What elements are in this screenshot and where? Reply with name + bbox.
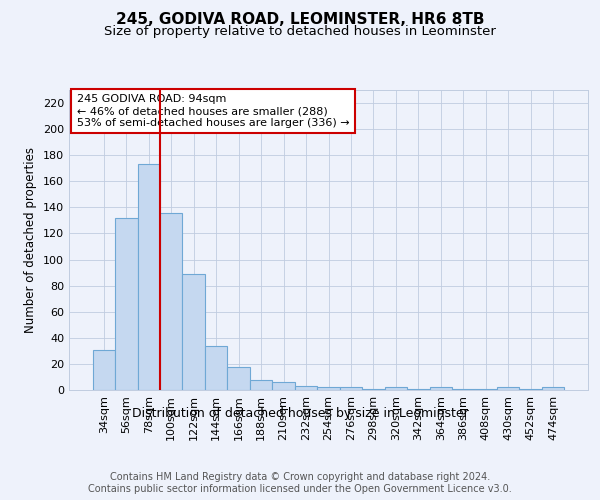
Bar xyxy=(520,388,542,390)
Y-axis label: Number of detached properties: Number of detached properties xyxy=(25,147,37,333)
Bar xyxy=(250,380,272,390)
Bar xyxy=(452,388,475,390)
Bar xyxy=(295,386,317,390)
Bar xyxy=(407,388,430,390)
Text: Distribution of detached houses by size in Leominster: Distribution of detached houses by size … xyxy=(131,408,469,420)
Bar xyxy=(430,388,452,390)
Bar xyxy=(182,274,205,390)
Bar xyxy=(160,212,182,390)
Bar xyxy=(205,346,227,390)
Bar xyxy=(475,388,497,390)
Bar xyxy=(362,388,385,390)
Bar xyxy=(272,382,295,390)
Bar xyxy=(340,388,362,390)
Bar xyxy=(542,388,565,390)
Bar xyxy=(497,388,520,390)
Text: Contains HM Land Registry data © Crown copyright and database right 2024.
Contai: Contains HM Land Registry data © Crown c… xyxy=(88,472,512,494)
Text: Size of property relative to detached houses in Leominster: Size of property relative to detached ho… xyxy=(104,25,496,38)
Bar xyxy=(115,218,137,390)
Text: 245, GODIVA ROAD, LEOMINSTER, HR6 8TB: 245, GODIVA ROAD, LEOMINSTER, HR6 8TB xyxy=(116,12,484,28)
Bar xyxy=(317,388,340,390)
Bar xyxy=(137,164,160,390)
Bar xyxy=(385,388,407,390)
Bar xyxy=(227,366,250,390)
Bar xyxy=(92,350,115,390)
Text: 245 GODIVA ROAD: 94sqm
← 46% of detached houses are smaller (288)
53% of semi-de: 245 GODIVA ROAD: 94sqm ← 46% of detached… xyxy=(77,94,349,128)
